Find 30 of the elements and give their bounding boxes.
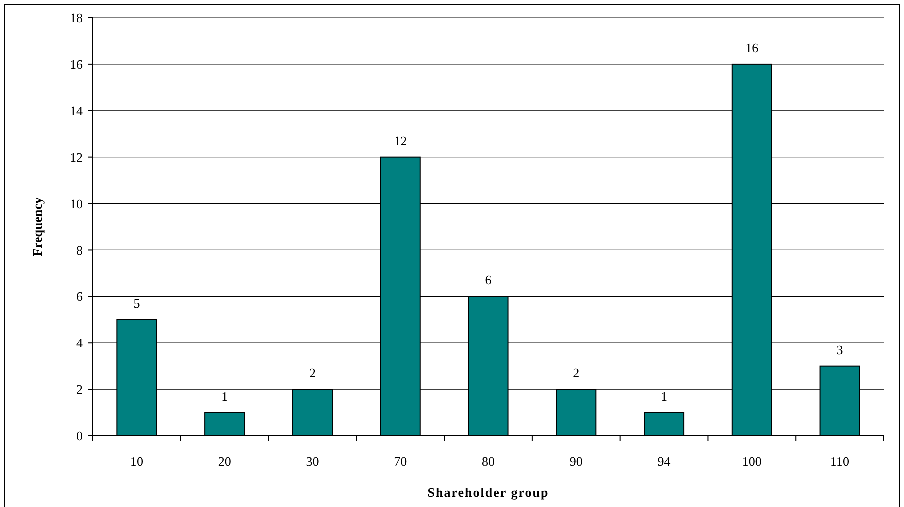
y-tick-label: 18 (70, 10, 83, 26)
x-tick-label: 20 (218, 454, 232, 469)
data-label: 12 (394, 133, 408, 148)
y-axis-title: Frequency (30, 197, 45, 256)
x-tick-label: 80 (482, 454, 495, 469)
data-label: 3 (836, 342, 844, 358)
y-tick-label: 2 (76, 382, 83, 398)
x-tick-label: 100 (742, 454, 762, 469)
data-label: 5 (134, 296, 140, 311)
x-tick-label: 30 (306, 454, 320, 469)
data-label: 16 (746, 40, 760, 56)
x-tick-label: 10 (130, 454, 144, 469)
data-label: 2 (309, 366, 316, 381)
y-tick-label: 10 (70, 196, 83, 212)
y-tick-label: 14 (70, 103, 84, 118)
y-tick-label: 4 (76, 336, 84, 351)
x-tick-label: 90 (570, 454, 583, 469)
data-label: 6 (485, 272, 492, 288)
x-tick-label: 70 (394, 454, 408, 469)
x-axis-title: Shareholder group (428, 485, 550, 500)
data-label: 1 (222, 388, 228, 404)
data-label: 1 (661, 388, 668, 404)
x-tick-label: 110 (830, 454, 850, 469)
y-tick-label: 6 (76, 289, 84, 304)
x-tick-label: 94 (658, 454, 672, 469)
data-label: 2 (573, 366, 580, 381)
y-tick-label: 0 (76, 428, 83, 444)
y-tick-label: 8 (76, 242, 83, 258)
y-tick-label: 16 (70, 56, 84, 72)
y-tick-label: 12 (70, 150, 83, 165)
